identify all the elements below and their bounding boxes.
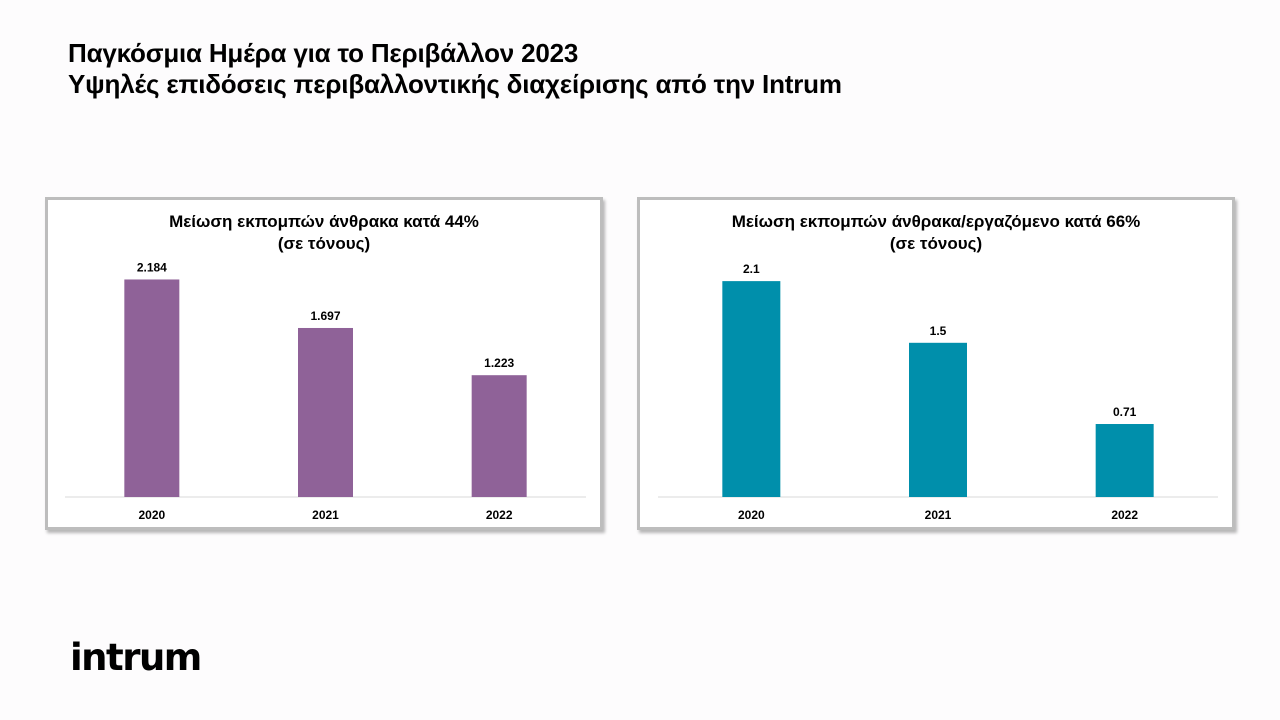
slide-title-line-1: Παγκόσμια Ημέρα για το Περιβάλλον 2023	[68, 38, 579, 68]
x-tick-2022: 2022	[1111, 508, 1138, 522]
x-tick-2021: 2021	[925, 508, 952, 522]
data-label-2022: 0.71	[1113, 405, 1137, 419]
data-label-2020: 2.184	[137, 260, 167, 274]
chart-title-text: Μείωση εκπομπών άνθρακα/εργαζόμενο κατά …	[731, 212, 1141, 231]
chart-subtitle-text: (σε τόνους)	[277, 234, 371, 253]
chart-panel-emissions: Μείωση εκπομπών άνθρακα κατά 44% (σε τόν…	[45, 197, 603, 530]
chart-title-emissions-per-employee: Μείωση εκπομπών άνθρακα/εργαζόμενο κατά …	[640, 211, 1232, 255]
bar-2021	[909, 342, 967, 497]
data-label-2021: 1.697	[310, 309, 340, 323]
bar-chart-emissions-per-employee: 2.1 2020 1.5 2021 0.71 2022	[658, 262, 1218, 522]
bar-2020	[124, 279, 180, 497]
chart-title-text: Μείωση εκπομπών άνθρακα κατά 44%	[169, 212, 479, 231]
x-tick-2020: 2020	[138, 508, 165, 522]
chart-subtitle-text: (σε τόνους)	[889, 234, 983, 253]
data-label-2021: 1.5	[930, 324, 947, 338]
data-label-2020: 2.1	[743, 262, 760, 276]
bar-chart-emissions: 2.184 2020 1.697 2021 1.223 2022	[65, 260, 586, 522]
bar-2021	[298, 327, 353, 497]
intrum-logo: intrum	[70, 636, 202, 679]
bar-2022	[471, 375, 527, 497]
x-tick-2020: 2020	[738, 508, 765, 522]
data-label-2022: 1.223	[484, 356, 514, 370]
slide-title-line-2: Υψηλές επιδόσεις περιβαλλοντικής διαχείρ…	[68, 69, 842, 99]
x-tick-2021: 2021	[312, 508, 339, 522]
bar-2022	[1095, 424, 1154, 497]
bar-2020	[722, 281, 781, 497]
x-tick-2022: 2022	[486, 508, 513, 522]
slide-title: Παγκόσμια Ημέρα για το Περιβάλλον 2023 Υ…	[68, 38, 842, 100]
chart-title-emissions: Μείωση εκπομπών άνθρακα κατά 44% (σε τόν…	[48, 211, 600, 255]
chart-panel-emissions-per-employee: Μείωση εκπομπών άνθρακα/εργαζόμενο κατά …	[637, 197, 1235, 530]
